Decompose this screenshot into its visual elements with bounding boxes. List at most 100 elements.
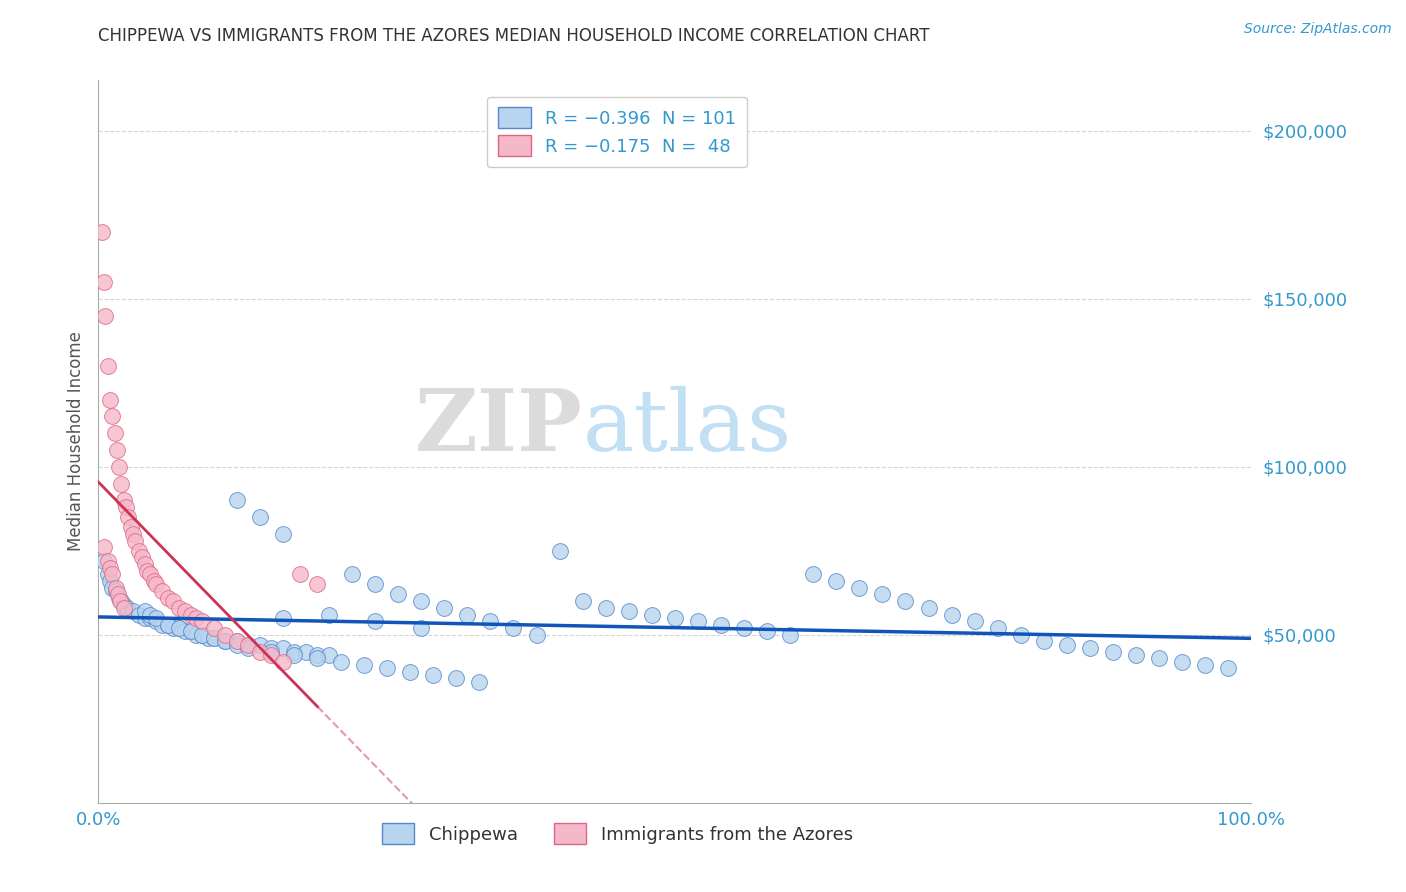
Point: [197, 631, 219, 645]
Point: [112, 493, 135, 508]
Point: [122, 604, 145, 618]
Point: [1032, 634, 1054, 648]
Point: [104, 581, 127, 595]
Point: [103, 426, 125, 441]
Y-axis label: Median Household Income: Median Household Income: [66, 332, 84, 551]
Point: [120, 520, 142, 534]
Point: [1078, 641, 1101, 656]
Point: [238, 638, 260, 652]
Point: [214, 634, 236, 648]
Point: [340, 567, 363, 582]
Point: [548, 543, 571, 558]
Point: [1218, 661, 1240, 675]
Point: [894, 594, 917, 608]
Point: [1125, 648, 1147, 662]
Point: [398, 665, 420, 679]
Point: [1147, 651, 1170, 665]
Point: [150, 617, 173, 632]
Point: [115, 500, 138, 514]
Point: [112, 598, 135, 612]
Point: [117, 510, 139, 524]
Point: [225, 634, 247, 648]
Point: [664, 611, 686, 625]
Point: [756, 624, 779, 639]
Point: [97, 359, 120, 373]
Point: [124, 533, 146, 548]
Point: [238, 638, 260, 652]
Point: [93, 554, 115, 568]
Point: [145, 577, 167, 591]
Point: [1194, 658, 1216, 673]
Point: [98, 560, 121, 574]
Point: [433, 600, 456, 615]
Point: [963, 615, 986, 629]
Point: [283, 644, 305, 658]
Point: [941, 607, 963, 622]
Point: [733, 621, 755, 635]
Point: [156, 617, 179, 632]
Point: [848, 581, 870, 595]
Point: [779, 628, 801, 642]
Point: [225, 493, 247, 508]
Point: [872, 587, 894, 601]
Point: [139, 567, 162, 582]
Point: [260, 641, 283, 656]
Point: [107, 587, 129, 601]
Point: [502, 621, 524, 635]
Point: [108, 591, 131, 605]
Point: [191, 628, 214, 642]
Point: [167, 600, 190, 615]
Point: [128, 543, 150, 558]
Point: [98, 574, 121, 588]
Point: [110, 594, 132, 608]
Point: [283, 648, 305, 662]
Point: [145, 611, 167, 625]
Point: [174, 624, 197, 639]
Point: [174, 604, 197, 618]
Point: [411, 594, 433, 608]
Point: [364, 615, 387, 629]
Text: Source: ZipAtlas.com: Source: ZipAtlas.com: [1244, 22, 1392, 37]
Point: [139, 611, 162, 625]
Point: [825, 574, 848, 588]
Point: [134, 604, 156, 618]
Point: [295, 644, 318, 658]
Point: [110, 594, 132, 608]
Point: [180, 607, 202, 622]
Point: [122, 527, 145, 541]
Point: [214, 628, 236, 642]
Point: [97, 567, 120, 582]
Point: [186, 628, 208, 642]
Point: [917, 600, 939, 615]
Point: [238, 641, 260, 656]
Point: [290, 567, 312, 582]
Point: [271, 611, 294, 625]
Point: [318, 648, 340, 662]
Point: [1056, 638, 1078, 652]
Point: [307, 651, 329, 665]
Point: [225, 638, 247, 652]
Point: [249, 644, 271, 658]
Point: [94, 309, 117, 323]
Point: [131, 550, 153, 565]
Point: [97, 554, 120, 568]
Point: [162, 594, 184, 608]
Point: [108, 459, 131, 474]
Point: [93, 275, 115, 289]
Point: [98, 392, 121, 407]
Point: [595, 600, 617, 615]
Point: [468, 674, 491, 689]
Point: [202, 621, 225, 635]
Point: [142, 574, 165, 588]
Point: [186, 611, 208, 625]
Point: [1171, 655, 1194, 669]
Point: [167, 621, 190, 635]
Point: [444, 672, 467, 686]
Point: [191, 628, 214, 642]
Point: [105, 442, 128, 457]
Point: [686, 615, 709, 629]
Point: [135, 564, 157, 578]
Point: [145, 615, 167, 629]
Point: [641, 607, 664, 622]
Point: [318, 607, 340, 622]
